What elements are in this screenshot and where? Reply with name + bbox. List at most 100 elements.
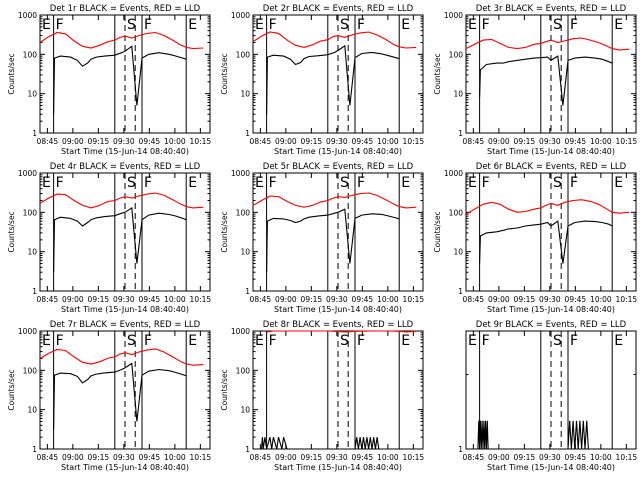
x-tick-label: 10:00 <box>590 453 612 462</box>
x-tick-label: 09:45 <box>352 295 374 304</box>
marker-label: E <box>468 175 477 191</box>
y-tick-label: 1000 <box>18 11 37 20</box>
x-tick-label: 09:30 <box>539 453 561 462</box>
x-tick-label: 09:15 <box>301 295 323 304</box>
x-tick-label: 09:00 <box>62 453 84 462</box>
y-axis-label: Counts/sec <box>220 211 229 252</box>
marker-label: S <box>340 333 349 349</box>
x-tick-label: 08:45 <box>250 295 272 304</box>
panel-title: Det 5r BLACK = Events, RED = LLD <box>263 162 414 172</box>
x-axis-label: Start Time (15-Jun-14 08:40:40) <box>274 463 402 472</box>
x-tick-label: 10:15 <box>616 137 638 146</box>
x-tick-label: 09:45 <box>565 137 587 146</box>
y-tick-label: 1000 <box>18 327 37 336</box>
y-tick-label: 100 <box>23 50 38 59</box>
panel-det-3: Det 3r BLACK = Events, RED = LLD 1 10 100 10… <box>433 4 637 156</box>
x-tick-label: 08:45 <box>463 295 485 304</box>
x-tick-label: 09:30 <box>326 295 348 304</box>
marker-label: E <box>401 175 410 191</box>
marker-label: E <box>401 333 410 349</box>
y-tick-label: 1 <box>32 129 37 138</box>
x-tick-label: 10:15 <box>190 453 212 462</box>
y-tick-label: 1000 <box>231 327 250 336</box>
marker-label: E <box>42 175 51 191</box>
marker-label: E <box>401 17 410 33</box>
panel-det-6: Det 6r BLACK = Events, RED = LLD 1 10 100 10… <box>433 162 637 314</box>
y-tick-label: 1000 <box>444 169 463 178</box>
x-tick-label: 10:00 <box>164 295 186 304</box>
marker-label: S <box>127 175 136 191</box>
panel-title: Det 8r BLACK = Events, RED = LLD <box>263 320 414 330</box>
series-line-events <box>479 220 613 264</box>
x-tick-label: 09:30 <box>113 453 135 462</box>
marker-label: F <box>570 175 578 191</box>
x-tick-label: 09:45 <box>352 453 374 462</box>
series-line-lld <box>465 199 630 215</box>
panel-title: Det 4r BLACK = Events, RED = LLD <box>50 162 201 172</box>
marker-label: E <box>614 17 623 33</box>
y-axis-label: Counts/sec <box>433 53 442 94</box>
marker-label: F <box>56 175 64 191</box>
series-line-events <box>477 420 589 450</box>
x-tick-label: 10:15 <box>403 453 425 462</box>
marker-label: F <box>482 333 490 349</box>
marker-label: F <box>269 333 277 349</box>
x-tick-label: 09:45 <box>139 295 161 304</box>
panel-title: Det 7r BLACK = Events, RED = LLD <box>50 320 201 330</box>
x-tick-label: 08:45 <box>463 137 485 146</box>
marker-label: F <box>56 17 64 33</box>
x-tick-label: 09:30 <box>539 295 561 304</box>
x-tick-label: 09:30 <box>113 295 135 304</box>
y-tick-label: 100 <box>23 208 38 217</box>
y-tick-label: 10 <box>27 90 37 99</box>
y-tick-label: 1000 <box>18 169 37 178</box>
marker-label: S <box>553 17 562 33</box>
x-tick-label: 10:15 <box>190 295 212 304</box>
x-tick-label: 09:15 <box>514 137 536 146</box>
x-tick-label: 09:15 <box>301 137 323 146</box>
y-axis-label: Counts/sec <box>7 211 16 252</box>
y-tick-label: 1 <box>245 287 250 296</box>
marker-label: F <box>144 17 152 33</box>
y-tick-label: 100 <box>236 208 251 217</box>
x-tick-label: 09:30 <box>113 137 135 146</box>
x-tick-label: 10:00 <box>377 453 399 462</box>
x-axis-label: Start Time (15-Jun-14 08:40:40) <box>487 147 615 156</box>
series-line-events <box>260 437 380 450</box>
y-tick-label: 10 <box>240 90 250 99</box>
marker-label: S <box>340 17 349 33</box>
x-tick-label: 09:00 <box>488 453 510 462</box>
x-tick-label: 09:15 <box>514 453 536 462</box>
x-tick-label: 08:45 <box>463 453 485 462</box>
x-tick-label: 08:45 <box>250 137 272 146</box>
marker-label: E <box>468 17 477 33</box>
x-tick-label: 10:00 <box>590 295 612 304</box>
marker-label: F <box>144 333 152 349</box>
panel-det-4: Det 4r BLACK = Events, RED = LLD 1 10 100 10… <box>7 162 211 314</box>
x-tick-label: 09:00 <box>275 137 297 146</box>
y-tick-label: 1 <box>245 445 250 454</box>
y-tick-label: 10 <box>240 406 250 415</box>
marker-label: E <box>42 17 51 33</box>
y-axis-label: Counts/sec <box>433 211 442 252</box>
x-tick-label: 10:15 <box>616 295 638 304</box>
marker-label: E <box>614 333 623 349</box>
marker-label: E <box>255 333 264 349</box>
series-line-events <box>266 208 400 273</box>
marker-label: F <box>357 333 365 349</box>
series-line-lld <box>465 37 630 51</box>
marker-label: F <box>357 17 365 33</box>
x-tick-label: 10:15 <box>190 137 212 146</box>
x-tick-label: 09:00 <box>488 295 510 304</box>
marker-label: F <box>570 333 578 349</box>
y-tick-label: 100 <box>23 366 38 375</box>
y-tick-label: 100 <box>449 50 464 59</box>
series-line-events <box>53 206 187 273</box>
marker-label: F <box>269 17 277 33</box>
marker-label: F <box>357 175 365 191</box>
x-axis-label: Start Time (15-Jun-14 08:40:40) <box>61 305 189 314</box>
x-tick-label: 09:15 <box>88 137 110 146</box>
marker-label: E <box>468 333 477 349</box>
x-tick-label: 10:15 <box>403 295 425 304</box>
